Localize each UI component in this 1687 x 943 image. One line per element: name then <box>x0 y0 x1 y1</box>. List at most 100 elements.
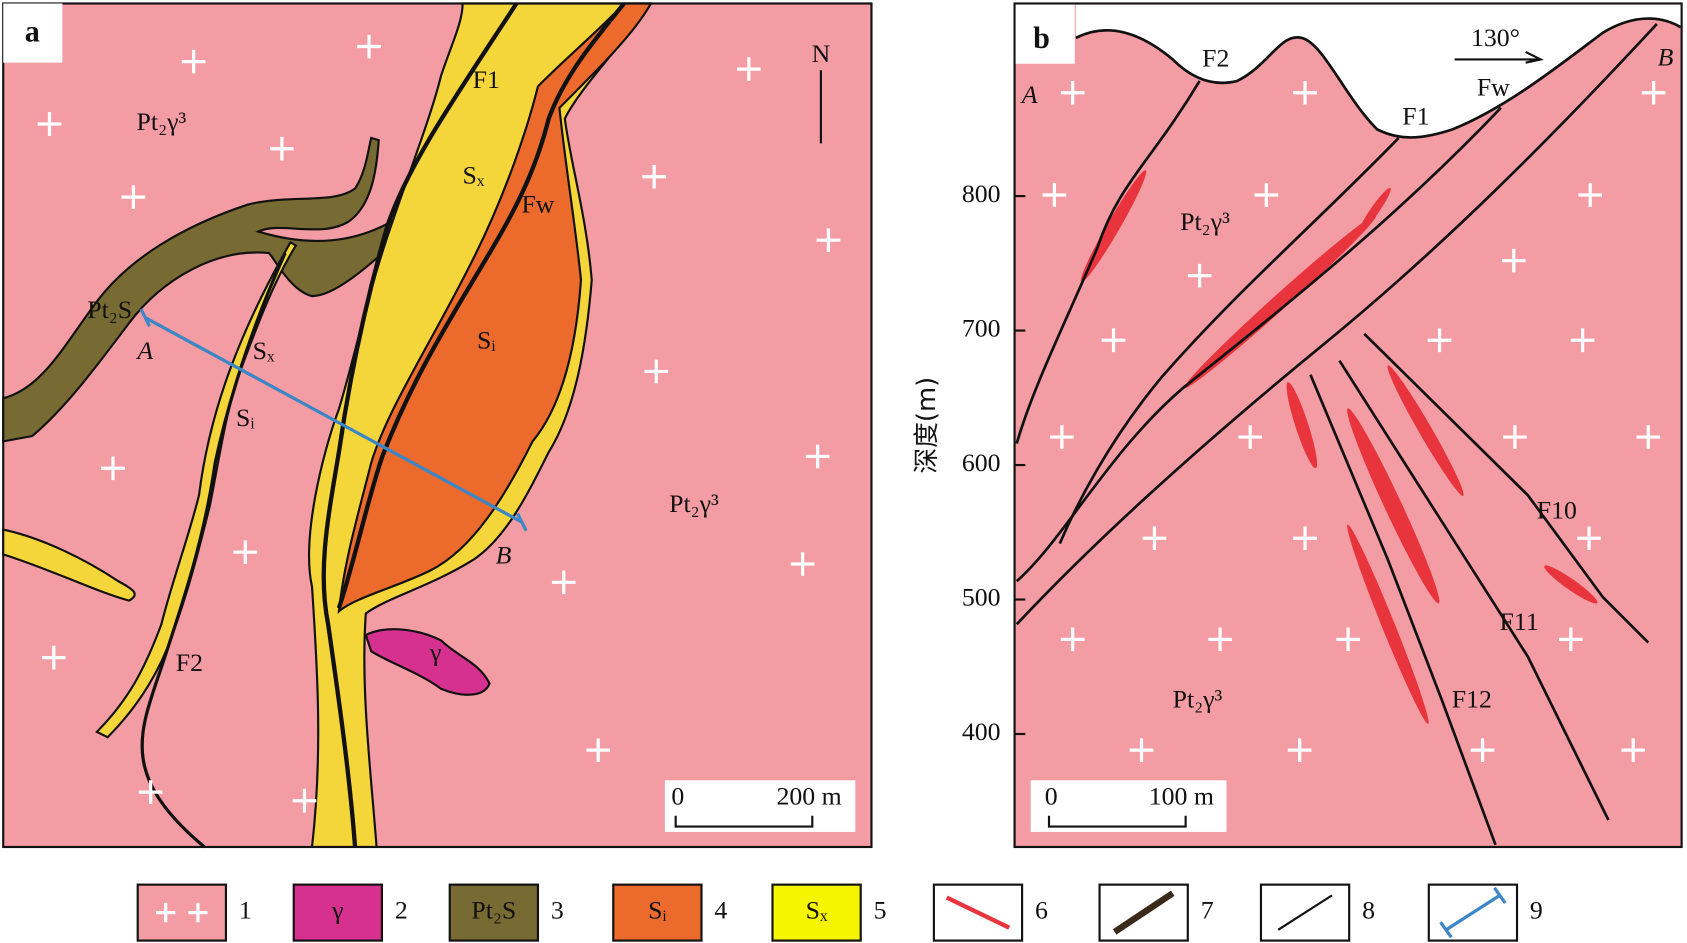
granite-cross <box>101 456 125 481</box>
profile-line <box>139 308 528 532</box>
panel-b: b A B 130° F2 F1 Fw F10 F11 F12 Pt₂γ³ Pt… <box>912 2 1683 849</box>
granite-cross <box>1336 627 1360 652</box>
granite-cross <box>1621 738 1646 762</box>
scale-bar <box>674 815 814 828</box>
depth-tick-label: 500 <box>962 582 1001 611</box>
ore-lens <box>1387 365 1464 496</box>
fault-fw-trace <box>336 2 626 609</box>
granite-cross <box>1129 738 1154 762</box>
fault-label: F2 <box>1202 43 1229 72</box>
scale-label: 200 m <box>776 781 841 810</box>
granite-cross <box>1187 263 1212 288</box>
fault-label: F10 <box>1537 495 1577 524</box>
panel-a: a N Pt₂γ³ Pt₂γ³ Pt₂S A B Sₓ Sₓ Sᵢ Sᵢ F1 … <box>2 2 873 849</box>
direction-label: 130° <box>1471 23 1520 52</box>
zone-label: Sᵢ <box>236 403 255 432</box>
legend-section-end <box>1493 886 1507 904</box>
panel-label: b <box>1033 21 1050 55</box>
granite-cross <box>1503 425 1527 449</box>
rock-label: Pt₂γ³ <box>1180 207 1230 236</box>
fault-f1 <box>1058 137 1400 545</box>
scale-box <box>1030 780 1227 832</box>
zone-label: Sₓ <box>462 161 484 190</box>
granite-cross <box>1293 526 1317 551</box>
fault-label: F2 <box>176 648 203 677</box>
granite-cross <box>1470 738 1495 762</box>
granite-cross <box>156 902 176 923</box>
granite-cross <box>644 359 669 384</box>
legend-symbol: γ <box>331 896 343 925</box>
granite-cross <box>1254 183 1279 207</box>
ore-lens <box>1286 382 1318 469</box>
zone-label: Sᵢ <box>477 325 496 354</box>
section-end <box>516 512 528 532</box>
granite-cross <box>1060 627 1085 652</box>
ore-lens <box>1347 408 1440 604</box>
fault-f2 <box>1015 80 1201 444</box>
fault-label: F11 <box>1500 607 1539 636</box>
granite-cross <box>1636 425 1661 449</box>
rock-label: Pt₂γ³ <box>1173 685 1223 714</box>
axis-label: 深度(m) <box>912 377 942 474</box>
legend-symbol: Pt₂S <box>471 896 516 925</box>
legend-swatch <box>292 883 384 942</box>
arrow-head <box>1525 50 1544 64</box>
granite-cross <box>1101 328 1126 353</box>
granite-cross <box>37 112 62 136</box>
panel-label: a <box>25 15 40 49</box>
fault-f10 <box>1363 332 1650 644</box>
north-label: N <box>812 39 831 68</box>
air <box>1075 4 1681 138</box>
fault-fw <box>1015 106 1502 583</box>
ore-lens <box>1544 565 1598 604</box>
vein <box>2 528 136 602</box>
label-box <box>1015 4 1075 64</box>
granite-cross <box>1558 627 1583 652</box>
depth-tick-label: 700 <box>962 313 1001 342</box>
intrusion <box>364 628 491 696</box>
legend-fault-major <box>1112 890 1175 935</box>
granite-cross <box>1060 80 1085 105</box>
section-frame <box>1013 2 1683 849</box>
legend-swatch <box>136 883 228 942</box>
legend-number: 1 <box>239 896 252 925</box>
fault-label: Fw <box>521 190 554 219</box>
fault-f1-trace <box>321 2 519 848</box>
section-end <box>139 308 151 327</box>
legend-number: 6 <box>1035 896 1048 925</box>
fault-f11 <box>1338 359 1610 821</box>
depth-tick-label: 600 <box>962 448 1001 477</box>
si-zone <box>337 2 653 614</box>
granite-cross <box>1208 627 1232 652</box>
granite-cross <box>816 228 841 253</box>
fault <box>1015 23 1658 626</box>
granite-cross <box>1238 425 1263 449</box>
legend-number: 3 <box>551 896 564 925</box>
legend-symbol: Sₓ <box>806 896 828 925</box>
granite-cross <box>138 780 163 804</box>
granite-cross <box>551 570 576 595</box>
legend-number: 8 <box>1362 896 1375 925</box>
legend-swatch <box>448 883 540 942</box>
granite-cross <box>1427 328 1452 353</box>
granite-cross <box>41 645 66 670</box>
granite-cross <box>1050 425 1074 449</box>
granite-cross <box>1570 328 1595 353</box>
strata-label: Pt₂S <box>87 295 132 324</box>
granite-cross <box>790 552 815 576</box>
fault-label: F1 <box>473 65 500 94</box>
rock-label: Pt₂γ³ <box>669 489 719 518</box>
fault-label: F12 <box>1452 685 1492 714</box>
label-box <box>3 3 63 63</box>
ore-lenses <box>1080 170 1598 725</box>
granite-cross <box>1142 526 1167 551</box>
legend-number: 2 <box>395 896 408 925</box>
granite-cross <box>188 902 208 923</box>
legend-section-end <box>1439 921 1453 939</box>
section-line <box>144 316 523 524</box>
ore-lens <box>1347 524 1429 725</box>
legend-section <box>1445 894 1501 932</box>
legend-number: 7 <box>1201 896 1214 925</box>
depth-tick-label: 400 <box>962 717 1001 746</box>
